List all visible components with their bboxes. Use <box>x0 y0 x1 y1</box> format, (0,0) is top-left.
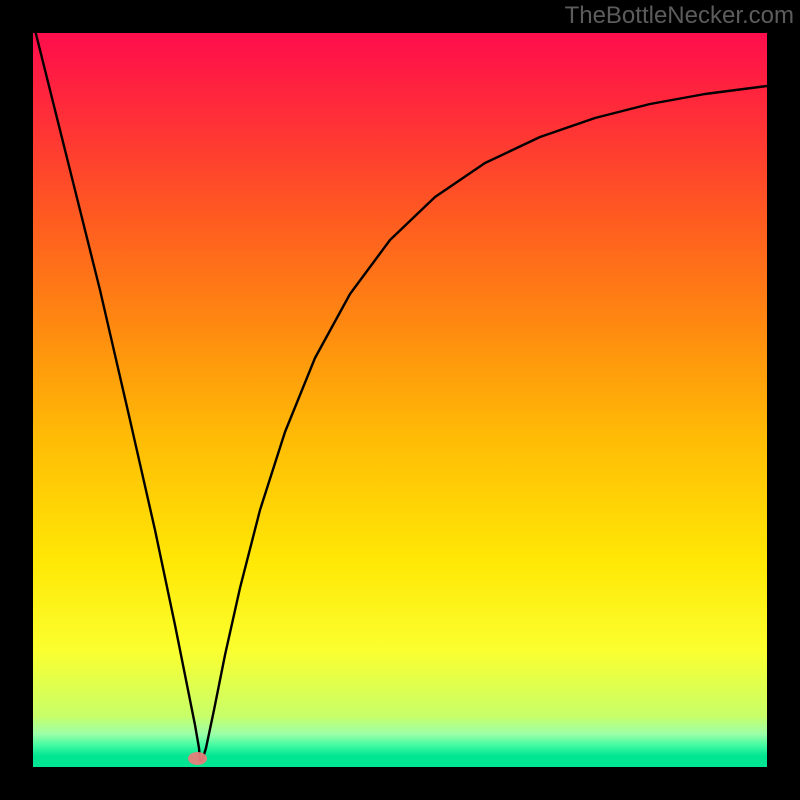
bottleneck-curve <box>33 22 767 761</box>
minimum-marker <box>188 752 207 765</box>
watermark-text: TheBottleNecker.com <box>565 2 794 30</box>
chart-outer-frame: TheBottleNecker.com <box>0 0 800 800</box>
curve-svg <box>0 0 800 800</box>
